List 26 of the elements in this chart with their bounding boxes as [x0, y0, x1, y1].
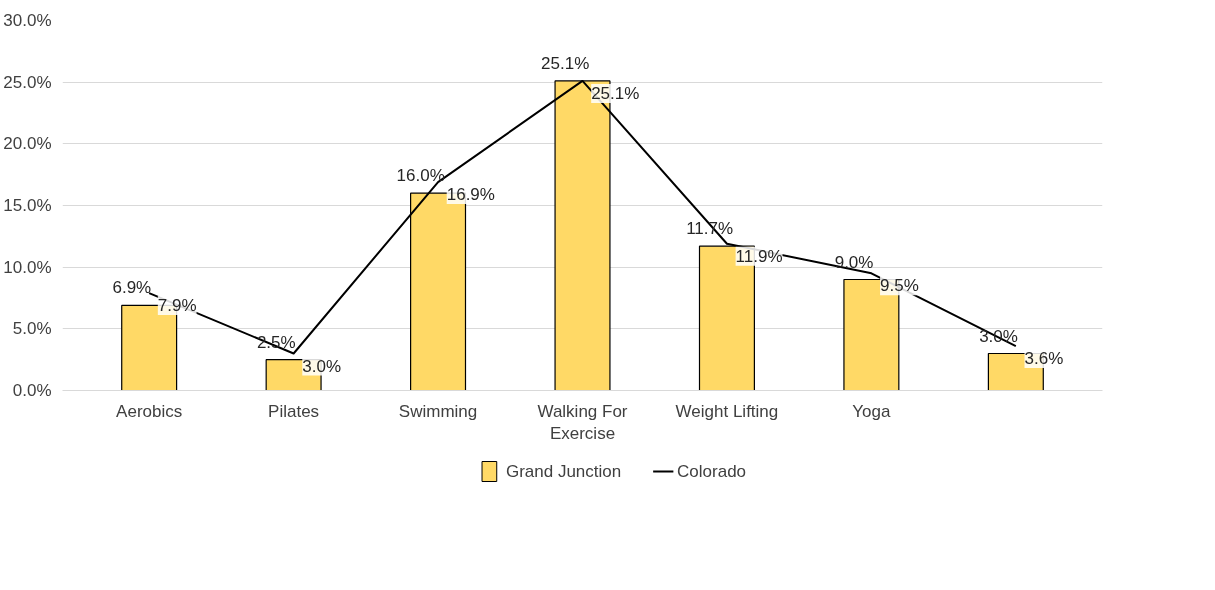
- data-label: 11.9%: [735, 246, 783, 266]
- data-label: 9.0%: [834, 252, 874, 272]
- data-label: 3.0%: [302, 356, 342, 376]
- y-tick-label: 0.0%: [12, 381, 52, 400]
- data-label: 25.1%: [541, 53, 590, 73]
- data-label: 6.9%: [112, 278, 152, 298]
- data-label: 9.5%: [880, 276, 919, 296]
- legend-label: Colorado: [677, 462, 747, 481]
- y-tick-label: 15.0%: [3, 196, 52, 215]
- y-tick-label: 10.0%: [3, 257, 52, 277]
- legend-label: Grand Junction: [505, 462, 622, 481]
- y-tick-label: 20.0%: [3, 134, 52, 154]
- x-tick-label: Yoga: [852, 401, 892, 421]
- x-tick-label: Pilates: [268, 401, 320, 421]
- x-tick-label: Walking For Exercise: [537, 401, 628, 444]
- data-label: 25.1%: [591, 83, 640, 103]
- y-tick-label: 30.0%: [3, 11, 52, 30]
- data-label: 3.6%: [1024, 349, 1064, 369]
- data-label: 16.9%: [446, 185, 495, 205]
- x-tick-label: Weight Lifting: [675, 401, 779, 421]
- y-tick-label: 5.0%: [12, 319, 52, 339]
- x-tick-label: Swimming: [398, 401, 478, 421]
- data-label: 7.9%: [157, 296, 197, 316]
- data-label: 16.0%: [396, 166, 445, 186]
- y-tick-label: 25.0%: [3, 72, 52, 92]
- x-tick-label: Aerobics: [116, 401, 183, 421]
